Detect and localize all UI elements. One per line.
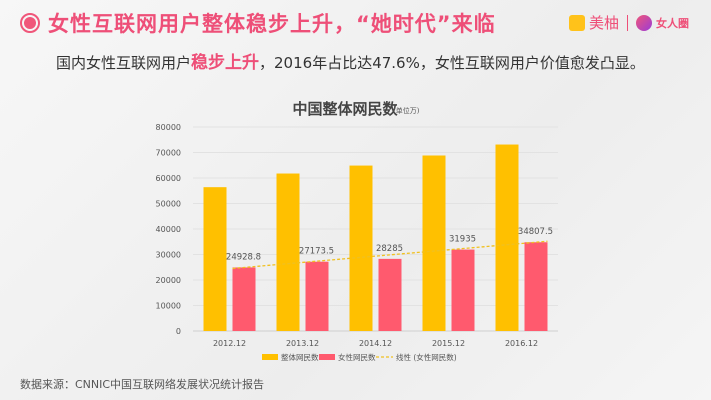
bar-total: [422, 155, 446, 331]
bar-total: [203, 187, 227, 331]
chart-unit: (单位万): [393, 106, 420, 115]
y-tick-label: 80000: [156, 123, 181, 132]
y-tick-label: 70000: [156, 149, 181, 158]
y-tick-label: 60000: [156, 174, 181, 183]
bar-female: [305, 261, 329, 331]
data-label: 34807.5: [518, 227, 553, 237]
bar-total: [495, 144, 519, 331]
y-tick-label: 0: [176, 327, 181, 336]
subtitle-text: 国内女性互联网用户: [56, 54, 192, 72]
brand-nvrenquan: 女人圈: [656, 16, 689, 30]
data-label: 27173.5: [299, 247, 334, 257]
y-tick-label: 10000: [156, 302, 181, 311]
x-tick-label: 2015.12: [432, 339, 465, 348]
y-tick-label: 30000: [156, 251, 181, 260]
bar-female: [451, 249, 475, 331]
legend-label-female: 女性网民数: [338, 352, 376, 362]
divider: [627, 14, 628, 31]
x-tick-label: 2013.12: [286, 339, 319, 348]
nvrenquan-logo-icon: [636, 14, 652, 31]
brand-meiyou: 美柚: [588, 14, 619, 32]
x-tick-label: 2016.12: [505, 339, 538, 348]
y-tick-label: 50000: [156, 200, 181, 209]
bullet-icon: [20, 13, 40, 33]
data-label: 24928.8: [226, 252, 261, 262]
y-tick-label: 40000: [156, 225, 181, 234]
y-tick-label: 20000: [156, 276, 181, 285]
data-source: 数据来源：CNNIC中国互联网络发展状况统计报告: [20, 378, 265, 391]
bar-female: [378, 258, 402, 331]
header: 女性互联网用户整体稳步上升，“她时代”来临: [20, 8, 496, 38]
page-title: 女性互联网用户整体稳步上升，“她时代”来临: [48, 12, 496, 36]
legend-swatch-total: [262, 354, 278, 360]
data-label: 28285: [376, 244, 403, 254]
data-label: 31935: [449, 235, 476, 245]
x-tick-label: 2014.12: [359, 339, 392, 348]
x-tick-label: 2012.12: [213, 339, 246, 348]
bar-total: [276, 173, 300, 331]
bar-female: [524, 242, 548, 331]
meiyou-logo-icon: [568, 14, 585, 31]
subtitle-highlight: 稳步上升: [191, 53, 260, 73]
bar-female: [232, 267, 256, 331]
trendline: [232, 240, 548, 270]
bar-total: [349, 165, 373, 331]
legend-label-total: 整体网民数: [281, 352, 319, 362]
chart-title: 中国整体网民数: [292, 100, 398, 118]
brand-logos: 美柚 女人圈: [568, 12, 689, 33]
subtitle-text-end: ，2016年占比达47.6%，女性互联网用户价值愈发凸显。: [259, 54, 645, 72]
legend-label-trend: 线性 (女性网民数): [396, 352, 457, 362]
legend-swatch-female: [319, 354, 335, 360]
subtitle: 国内女性互联网用户稳步上升，2016年占比达47.6%，女性互联网用户价值愈发凸…: [56, 48, 645, 73]
